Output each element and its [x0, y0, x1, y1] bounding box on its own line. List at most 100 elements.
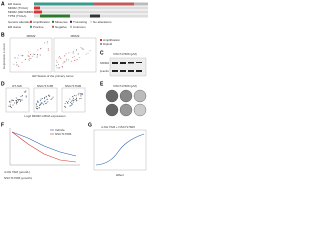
panel-letter: D [1, 81, 5, 87]
row-label: MDM2 (METABRIC) [8, 10, 35, 14]
point [55, 60, 57, 62]
point [76, 59, 78, 61]
point [65, 107, 67, 109]
legend-item: NSC717606 [55, 132, 72, 136]
point [80, 94, 82, 96]
blot-label: MDM2 [100, 61, 109, 65]
point [18, 65, 20, 67]
point [75, 49, 77, 51]
point [51, 98, 53, 100]
point [16, 61, 18, 63]
blot-label: β-actin [100, 69, 109, 73]
point [46, 98, 48, 100]
point [65, 53, 67, 55]
point [62, 62, 64, 64]
point [68, 52, 70, 54]
point [34, 53, 36, 55]
point [67, 59, 69, 61]
effect-plot [93, 129, 147, 171]
point [35, 106, 37, 108]
row-label: ER status [8, 2, 22, 6]
point [45, 95, 47, 97]
point [44, 98, 46, 100]
point [14, 102, 16, 104]
legend-item: Amplification [103, 38, 120, 42]
point [37, 107, 39, 109]
legend-title: Genetic alteration [8, 20, 32, 24]
point [64, 55, 66, 57]
point [67, 100, 69, 102]
point [20, 96, 22, 98]
point [58, 57, 60, 59]
point [40, 103, 42, 105]
image-header: NSC717606 (μM) [113, 84, 136, 88]
point [43, 103, 45, 105]
point [58, 56, 60, 58]
panel-letter: F [1, 122, 4, 128]
point [79, 57, 81, 59]
legend-item: Negative [55, 25, 67, 29]
panel-letter: G [88, 122, 92, 128]
point [72, 97, 74, 99]
point [13, 63, 15, 65]
point [39, 100, 41, 102]
point [70, 102, 72, 104]
point [66, 102, 68, 104]
point [41, 98, 43, 100]
point [17, 54, 19, 56]
axis-label: ER Status of the primary tumor [32, 74, 73, 78]
point [52, 96, 54, 98]
table-label: 4-OH TAM (µmol/L) [4, 170, 30, 174]
point [37, 100, 39, 102]
point [39, 104, 41, 106]
point [76, 97, 78, 99]
point [76, 48, 78, 50]
axis-label: Expression z-score [2, 43, 6, 69]
point [17, 100, 19, 102]
point [44, 42, 46, 44]
point [10, 106, 12, 108]
point [20, 99, 22, 101]
point [28, 51, 30, 53]
blot [109, 57, 147, 77]
point [75, 95, 77, 97]
point [16, 103, 18, 105]
point [72, 52, 74, 54]
plot-title: MDM2 [27, 34, 36, 38]
point [35, 107, 37, 109]
point [73, 55, 75, 57]
point [74, 59, 76, 61]
panel-letter: A [1, 1, 5, 7]
point [70, 60, 72, 62]
legend-item: Missense [55, 20, 68, 24]
point [38, 107, 40, 109]
point [25, 95, 27, 97]
table-label: NSC717606 (µmol/L) [4, 176, 32, 180]
legend-title: ER status [8, 25, 22, 29]
scatter-plots [9, 37, 97, 73]
point [39, 104, 41, 106]
point [21, 55, 23, 57]
point [89, 50, 91, 52]
point [28, 58, 30, 60]
point [23, 91, 25, 93]
point [63, 60, 65, 62]
row-label: TP53 (TCGA) [8, 14, 26, 18]
point [78, 92, 80, 94]
point [37, 101, 39, 103]
point [15, 64, 17, 66]
point [49, 95, 51, 97]
point [24, 58, 26, 60]
point [25, 91, 27, 93]
point [60, 57, 62, 59]
point [47, 40, 49, 42]
point [67, 102, 69, 104]
point [20, 54, 22, 56]
point [37, 54, 39, 56]
point [56, 67, 58, 69]
panel-letter: E [100, 81, 104, 87]
point [8, 105, 10, 107]
point [29, 58, 31, 60]
panel-letter: B [1, 32, 5, 38]
legend-item: Unknown [73, 25, 86, 29]
